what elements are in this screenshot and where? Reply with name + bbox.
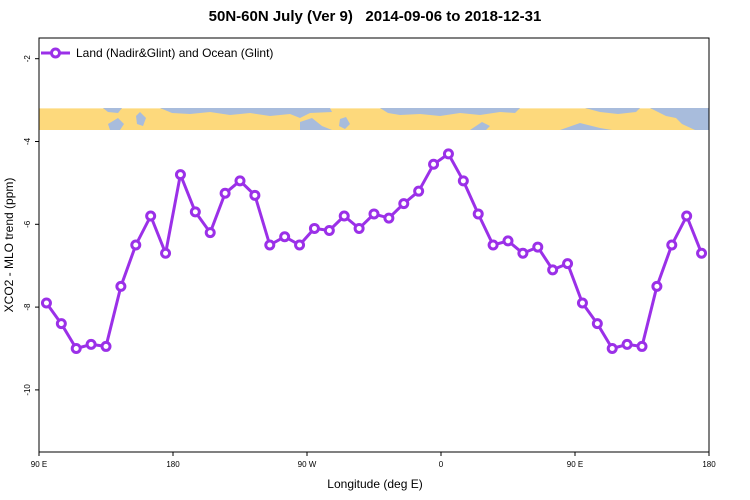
data-point bbox=[204, 227, 216, 239]
data-point bbox=[532, 241, 544, 253]
legend: Land (Nadir&Glint) and Ocean (Glint) bbox=[41, 46, 273, 60]
data-point bbox=[502, 235, 514, 247]
data-point bbox=[249, 189, 261, 201]
data-point bbox=[666, 239, 678, 251]
data-point bbox=[189, 206, 201, 218]
data-point bbox=[100, 340, 112, 352]
data-point bbox=[85, 338, 97, 350]
x-tick-label: 180 bbox=[166, 460, 180, 469]
data-point bbox=[353, 222, 365, 234]
data-point bbox=[174, 169, 186, 181]
data-point bbox=[562, 258, 574, 270]
data-point bbox=[40, 297, 52, 309]
data-point bbox=[160, 247, 172, 259]
y-tick-label: -10 bbox=[23, 384, 32, 396]
data-point bbox=[517, 247, 529, 259]
data-point bbox=[487, 239, 499, 251]
data-point bbox=[383, 212, 395, 224]
chart-title: 50N-60N July (Ver 9) 2014-09-06 to 2018-… bbox=[208, 8, 542, 25]
data-point bbox=[219, 187, 231, 199]
data-point bbox=[413, 185, 425, 197]
data-point bbox=[591, 318, 603, 330]
x-tick-label: 90 W bbox=[298, 460, 317, 469]
data-point bbox=[323, 225, 335, 237]
data-point bbox=[70, 343, 82, 354]
legend-label: Land (Nadir&Glint) and Ocean (Glint) bbox=[76, 46, 273, 60]
data-point bbox=[696, 247, 708, 259]
data-point bbox=[651, 280, 663, 292]
data-point bbox=[457, 175, 469, 187]
y-tick-label: -6 bbox=[23, 220, 32, 228]
data-point bbox=[308, 222, 320, 234]
data-point bbox=[547, 264, 559, 276]
x-tick-label: 90 E bbox=[31, 460, 47, 469]
data-point bbox=[234, 175, 246, 187]
data-point bbox=[428, 158, 440, 170]
plot-frame bbox=[38, 37, 710, 453]
data-point bbox=[472, 208, 484, 220]
y-tick-label: -8 bbox=[23, 303, 32, 311]
data-point bbox=[621, 338, 633, 350]
legend-marker-swatch bbox=[50, 47, 61, 59]
world-map-strip bbox=[39, 108, 709, 130]
data-point bbox=[368, 208, 380, 220]
data-point bbox=[398, 198, 410, 210]
data-point bbox=[338, 210, 350, 222]
x-tick-label: 90 E bbox=[567, 460, 583, 469]
data-point bbox=[55, 318, 67, 330]
data-point bbox=[279, 231, 291, 243]
data-point bbox=[145, 210, 157, 222]
data-point bbox=[576, 297, 588, 309]
data-point bbox=[442, 148, 454, 160]
y-tick-label: -2 bbox=[23, 55, 32, 63]
x-tick-label: 180 bbox=[702, 460, 716, 469]
series-line bbox=[45, 152, 703, 350]
x-axis-title: Longitude (deg E) bbox=[327, 477, 422, 491]
data-point bbox=[681, 210, 693, 222]
data-point bbox=[636, 340, 648, 352]
x-tick-label: 0 bbox=[439, 460, 444, 469]
data-point bbox=[606, 343, 618, 354]
y-tick-label: -4 bbox=[23, 137, 32, 145]
data-point bbox=[115, 280, 127, 292]
data-point bbox=[294, 239, 306, 251]
data-point bbox=[264, 239, 276, 251]
y-axis-title: XCO2 - MLO trend (ppm) bbox=[2, 178, 16, 313]
data-point bbox=[130, 239, 142, 251]
